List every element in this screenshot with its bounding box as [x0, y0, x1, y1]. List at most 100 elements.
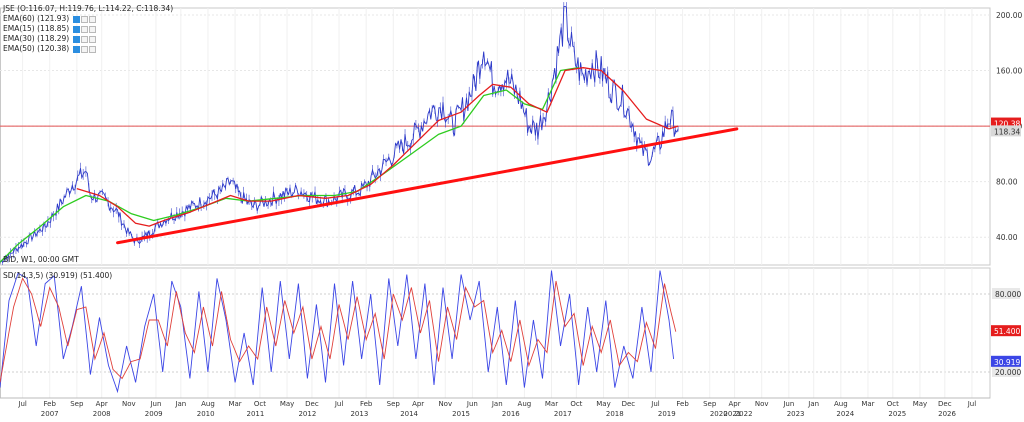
close-icon[interactable]: [89, 35, 97, 43]
visibility-icon[interactable]: [73, 15, 81, 23]
oscillator-series: [0, 277, 677, 383]
x-tick-label: Jul: [17, 400, 27, 408]
ema-fast-series: [0, 67, 579, 263]
x-tick-label: Sep: [703, 400, 717, 408]
x-tick-label: Jan: [174, 400, 186, 408]
x-year-label: 2026: [938, 410, 956, 418]
x-tick-label: Sep: [387, 400, 401, 408]
x-year-label: 2011: [246, 410, 264, 418]
x-tick-label: Feb: [676, 400, 689, 408]
x-year-label: 2018: [606, 410, 624, 418]
trendline: [116, 127, 739, 245]
indicator-ema15[interactable]: EMA(15) (118.85): [3, 24, 97, 34]
close-icon[interactable]: [89, 45, 97, 53]
indicator-ema30[interactable]: EMA(30) (118.29): [3, 34, 97, 44]
x-tick-label: Jun: [149, 400, 161, 408]
last-value-label: 118.34: [994, 127, 1020, 136]
x-tick-label: May: [913, 400, 927, 408]
x-year-label: 2008: [93, 410, 111, 418]
x-tick-label: Mar: [861, 400, 874, 408]
oscillator-panel-frame: [0, 267, 991, 399]
x-year-label: 2024: [836, 410, 854, 418]
settings-icon[interactable]: [81, 35, 89, 43]
x-tick-label: Oct: [570, 400, 582, 408]
x-year-label: 2025: [888, 410, 906, 418]
x-tick-label: Dec: [938, 400, 952, 408]
last-value-label: 30.919: [994, 358, 1020, 367]
x-tick-label: Aug: [201, 400, 215, 408]
x-tick-label: May: [596, 400, 610, 408]
x-tick-label: Oct: [887, 400, 899, 408]
visibility-icon[interactable]: [73, 35, 81, 43]
ema-slow-series: [76, 67, 679, 227]
indicator-ema60[interactable]: EMA(60) (121.93): [3, 14, 97, 24]
settings-icon[interactable]: [81, 25, 89, 33]
visibility-icon[interactable]: [73, 45, 81, 53]
price-panel-frame: [0, 7, 991, 266]
x-year-label: 2013: [350, 410, 368, 418]
x-year-label: 2007: [41, 410, 59, 418]
x-year-label: 2014: [400, 410, 418, 418]
x-tick-label: Jul: [334, 400, 344, 408]
x-year-label: 2017: [554, 410, 572, 418]
x-tick-label: May: [280, 400, 294, 408]
x-tick-label: Oct: [254, 400, 266, 408]
x-tick-label: Feb: [360, 400, 373, 408]
last-value-label: 120.38: [994, 120, 1020, 129]
x-tick-label: Nov: [122, 400, 136, 408]
y-tick-box: [992, 288, 1020, 299]
close-icon[interactable]: [89, 25, 97, 33]
y-tick-label: 80.000: [995, 290, 1021, 299]
y-tick-label: 40.00: [996, 233, 1018, 242]
last-value-box: [991, 355, 1021, 367]
y-tick-label: 160.00: [996, 67, 1022, 76]
x-tick-label: Apr: [96, 400, 108, 408]
x-year-label: 2020: [710, 410, 728, 418]
price-series: [0, 5, 679, 264]
x-year-label: 2010: [197, 410, 215, 418]
x-tick-label: Mar: [545, 400, 558, 408]
last-value-label: 51.400: [994, 327, 1020, 336]
x-year-label: 2021: [723, 410, 741, 418]
x-tick-label: Mar: [228, 400, 241, 408]
x-tick-label: Jan: [491, 400, 503, 408]
x-tick-label: Jul: [967, 400, 977, 408]
x-year-label: 2012: [298, 410, 316, 418]
x-year-label: 2022: [735, 410, 753, 418]
x-year-label: 2019: [658, 410, 676, 418]
visibility-icon[interactable]: [73, 25, 81, 33]
x-tick-label: Dec: [305, 400, 319, 408]
x-tick-label: Apr: [412, 400, 424, 408]
x-tick-label: Jul: [650, 400, 660, 408]
x-year-label: 2016: [502, 410, 520, 418]
last-value-box: [991, 117, 1021, 129]
x-tick-label: Apr: [729, 400, 741, 408]
last-value-box: [991, 125, 1021, 137]
x-tick-label: Aug: [834, 400, 848, 408]
x-tick-label: Feb: [44, 400, 57, 408]
x-tick-label: Nov: [755, 400, 769, 408]
x-tick-label: Dec: [622, 400, 636, 408]
x-year-label: 2015: [452, 410, 470, 418]
y-tick-label: 80.00: [996, 178, 1018, 187]
indicator-ema50[interactable]: EMA(50) (120.38): [3, 44, 97, 54]
symbol-label: BID, W1, 00:00 GMT: [3, 255, 79, 264]
x-tick-label: Nov: [438, 400, 452, 408]
y-tick-box: [992, 366, 1020, 377]
settings-icon[interactable]: [81, 45, 89, 53]
settings-icon[interactable]: [81, 15, 89, 23]
oscillator-series: [0, 270, 675, 394]
y-tick-label: 20.000: [995, 368, 1021, 377]
x-tick-label: Jan: [807, 400, 819, 408]
x-tick-label: Aug: [518, 400, 532, 408]
x-tick-label: Sep: [70, 400, 84, 408]
ohlc-readout: JSE (O:116.07, H:119.76, L:114.22, C:118…: [3, 4, 174, 13]
x-tick-label: Jun: [466, 400, 478, 408]
y-tick-label: 200.00: [996, 11, 1022, 20]
x-tick-label: Jun: [782, 400, 794, 408]
close-icon[interactable]: [89, 15, 97, 23]
oscillator-label: SD(14,3,5) (30.919) (51.400): [3, 271, 113, 280]
x-year-label: 2009: [145, 410, 163, 418]
last-value-box: [991, 325, 1021, 337]
